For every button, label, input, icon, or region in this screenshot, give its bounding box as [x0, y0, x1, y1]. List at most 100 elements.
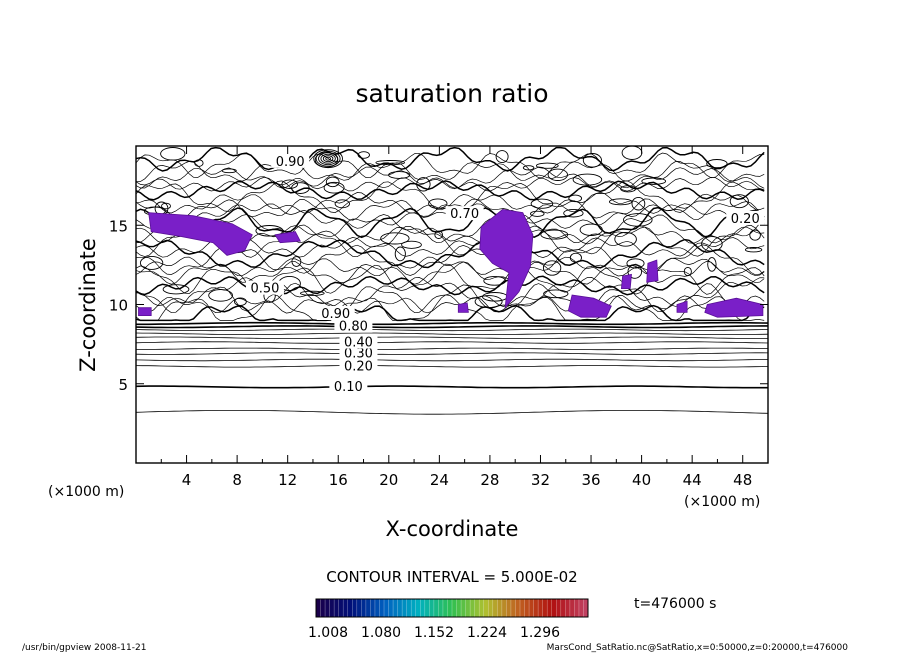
contour-loop: [626, 258, 645, 269]
y-axis-ticks: 5 10 15: [109, 217, 768, 394]
colorbar-cell: [578, 599, 584, 617]
colorbar-cell: [483, 599, 489, 617]
contour-loop: [744, 247, 763, 253]
contour-loop: [162, 284, 190, 295]
contour-loop: [325, 176, 340, 188]
contour-line: [135, 180, 765, 201]
colorbar-cell: [488, 599, 494, 617]
contour-line: [135, 332, 769, 335]
colorbar-cell: [316, 599, 321, 617]
contour-label-bg: [316, 306, 355, 321]
colorbar-cell: [334, 599, 339, 617]
colorbar-cell: [515, 599, 521, 617]
contour-label-bg: [339, 358, 378, 373]
contour-line: [135, 166, 765, 190]
contour-line: [135, 358, 769, 362]
shaded-region: [457, 302, 469, 313]
contour-line: [136, 321, 769, 326]
contour-loop: [323, 181, 345, 194]
colorbar-cell: [524, 599, 530, 617]
colorbar-cell: [433, 599, 439, 617]
x-tick-label: 44: [683, 471, 702, 489]
contour-loop: [334, 199, 350, 209]
contour-line: [135, 385, 768, 389]
contour-loop: [221, 168, 237, 174]
contour-loop: [683, 266, 692, 277]
x-tick-label: 4: [182, 471, 192, 489]
contour-loop: [540, 229, 569, 240]
contour-loop: [701, 236, 723, 252]
x-axis-label: X-coordinate: [386, 517, 519, 541]
colorbar-cell: [402, 599, 407, 617]
contour-label: 0.80: [339, 320, 368, 335]
shaded-supersaturation-regions: [138, 208, 764, 318]
x-unit-right: (×1000 m): [684, 494, 760, 510]
colorbar-cell: [438, 599, 444, 617]
contour-loop: [749, 229, 761, 241]
colorbar-cell: [529, 599, 534, 617]
colorbar-tick-label: 1.296: [520, 625, 560, 641]
plot-area: 0.100.200.300.400.800.900.500.900.70 0.20: [135, 145, 769, 464]
x-tick-label: 20: [379, 471, 398, 489]
contour-loop: [428, 198, 448, 209]
colorbar-tick-label: 1.152: [414, 625, 454, 641]
contour-label: 0.10: [334, 380, 363, 395]
contour-loop: [631, 196, 646, 211]
colorbar-cell: [379, 599, 385, 617]
contour-loop: [434, 230, 444, 239]
contour-line: [135, 328, 769, 332]
contour-label-bg: [726, 210, 765, 225]
colorbar-cell: [424, 599, 430, 617]
y-tick-label: 15: [109, 217, 128, 235]
colorbar-cell: [393, 599, 398, 617]
colorbar-cell: [442, 599, 448, 617]
contour-label: 0.40: [344, 336, 373, 351]
contour-line: [135, 146, 765, 172]
contour-line: [135, 304, 765, 322]
colorbar-tick-label: 1.008: [308, 625, 348, 641]
contour-line: [135, 176, 765, 192]
x-tick-label: 40: [632, 471, 651, 489]
contour-line: [135, 352, 769, 355]
colorbar-cell: [492, 599, 498, 617]
footer-right: MarsCond_SatRatio.nc@SatRatio,x=0:50000,…: [547, 643, 849, 653]
colorbar-cell: [465, 599, 471, 617]
colorbar-cell: [538, 599, 543, 617]
contour-loop: [569, 252, 582, 263]
contour-loop: [380, 232, 410, 245]
colorbar-cell: [374, 599, 380, 617]
colorbar-cell: [325, 599, 330, 617]
colorbar-cell: [551, 599, 557, 617]
colorbar-cell: [510, 599, 516, 617]
contour-label: 0.20: [344, 359, 373, 374]
colorbar-cell: [479, 599, 485, 617]
colorbar-cell: [583, 599, 589, 617]
contour-label: 0.70: [450, 207, 479, 222]
contour-label: 0.50: [250, 282, 279, 297]
colorbar-cell: [497, 599, 503, 617]
colorbar-cell: [474, 599, 480, 617]
contour-loop: [707, 257, 717, 272]
colorbar-cell: [574, 599, 580, 617]
contour-loop: [729, 194, 749, 209]
contour-loop: [194, 159, 204, 167]
contour-line: [136, 347, 769, 351]
colorbar-cell: [501, 599, 507, 617]
contour-loop: [160, 147, 186, 161]
colorbar-cell: [547, 599, 553, 617]
colorbar-cell: [320, 599, 326, 617]
colorbar-cell: [370, 599, 376, 617]
shaded-region: [567, 294, 612, 318]
contour-loop: [357, 151, 370, 159]
contour-loop: [563, 208, 584, 218]
contour-line: [135, 365, 769, 368]
contour-line: [135, 294, 765, 321]
contour-loop: [483, 275, 507, 286]
contour-line: [135, 214, 765, 244]
contour-loop: [579, 223, 603, 236]
contour-loop: [572, 173, 603, 186]
contour-loop: [291, 182, 310, 194]
contour-lines: [135, 145, 769, 415]
colorbar-cell: [343, 599, 349, 617]
contour-label-bg: [271, 153, 310, 168]
